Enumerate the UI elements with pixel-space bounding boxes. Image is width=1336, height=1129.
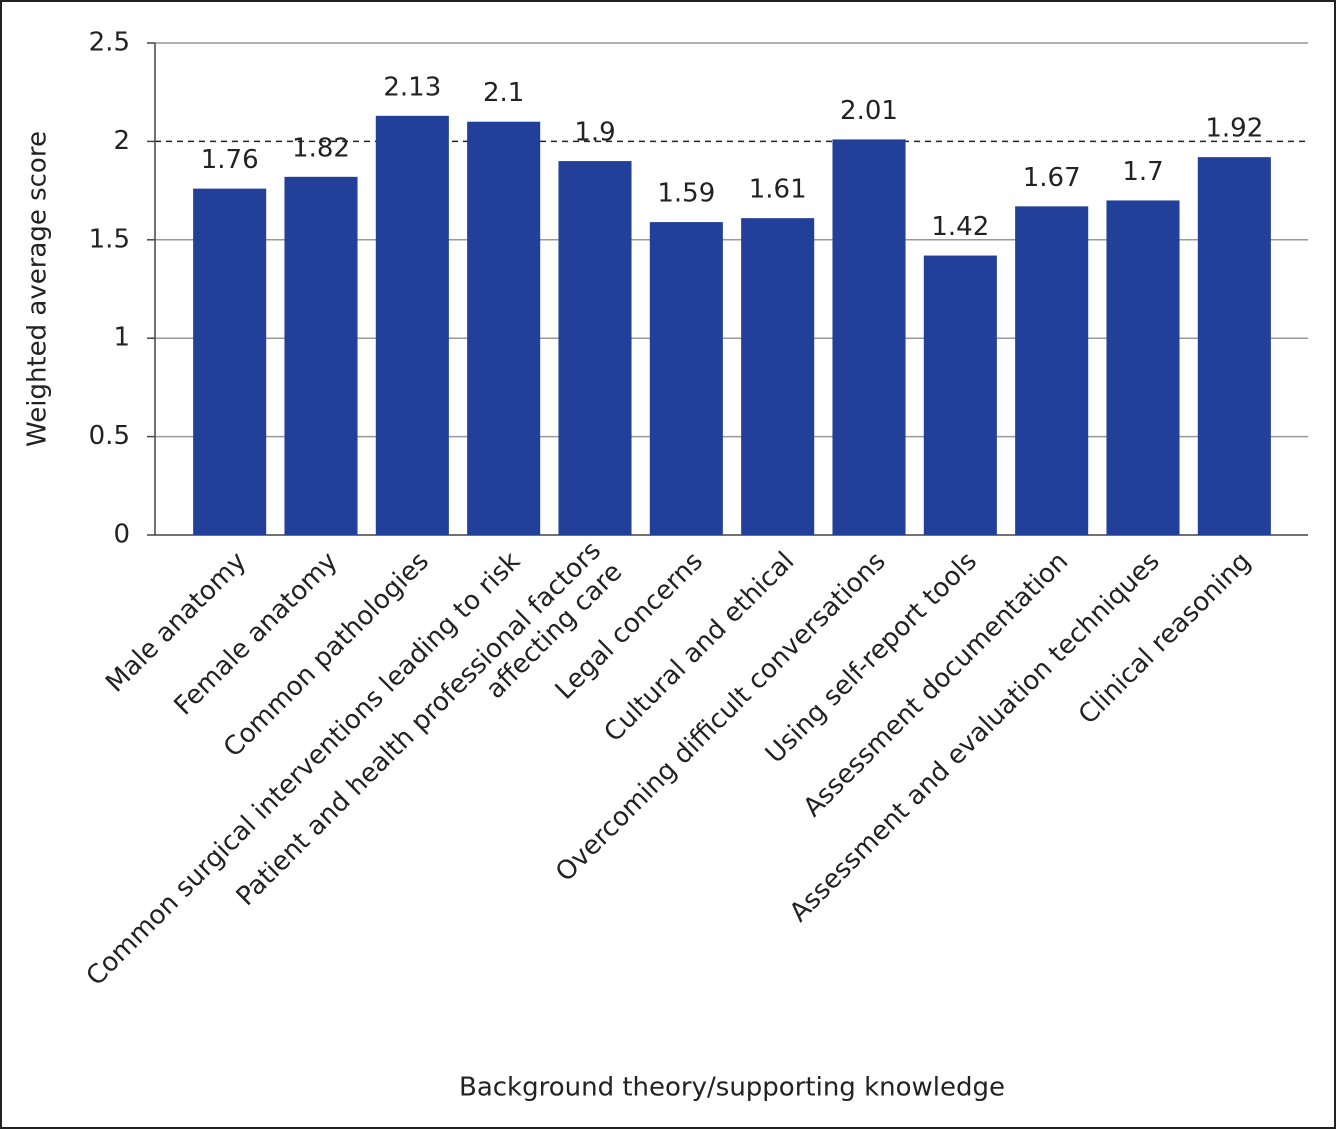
bar xyxy=(467,121,541,535)
y-tick-label: 1 xyxy=(113,323,130,353)
bar xyxy=(923,255,997,535)
y-tick-label: 1.5 xyxy=(89,224,130,254)
value-label: 1.42 xyxy=(931,212,989,242)
y-axis-title: Weighted average score xyxy=(23,131,53,447)
bar xyxy=(558,161,632,535)
bar xyxy=(1106,200,1180,535)
bar xyxy=(741,218,815,536)
value-label: 1.67 xyxy=(1023,163,1081,193)
value-label: 1.59 xyxy=(657,179,715,209)
y-tick-label: 0.5 xyxy=(89,421,130,451)
y-tick-label: 2.5 xyxy=(89,28,130,58)
bar xyxy=(1197,157,1271,536)
bar xyxy=(1015,206,1089,535)
value-label: 1.82 xyxy=(292,133,350,163)
value-label: 1.9 xyxy=(574,118,615,148)
value-label: 1.61 xyxy=(749,175,807,205)
value-label: 1.7 xyxy=(1122,157,1163,187)
bar xyxy=(649,222,723,535)
bar xyxy=(284,176,358,535)
bar xyxy=(193,188,267,535)
value-label: 1.92 xyxy=(1205,114,1263,144)
value-label: 2.13 xyxy=(383,72,441,102)
y-tick-label: 2 xyxy=(113,126,130,156)
y-tick-label: 0 xyxy=(113,520,130,550)
value-label: 1.76 xyxy=(201,145,259,175)
value-label: 2.01 xyxy=(840,96,898,126)
x-axis-title: Background theory/supporting knowledge xyxy=(459,1073,1005,1103)
bar xyxy=(375,115,449,535)
value-label: 2.1 xyxy=(483,78,524,108)
bar xyxy=(832,139,906,535)
